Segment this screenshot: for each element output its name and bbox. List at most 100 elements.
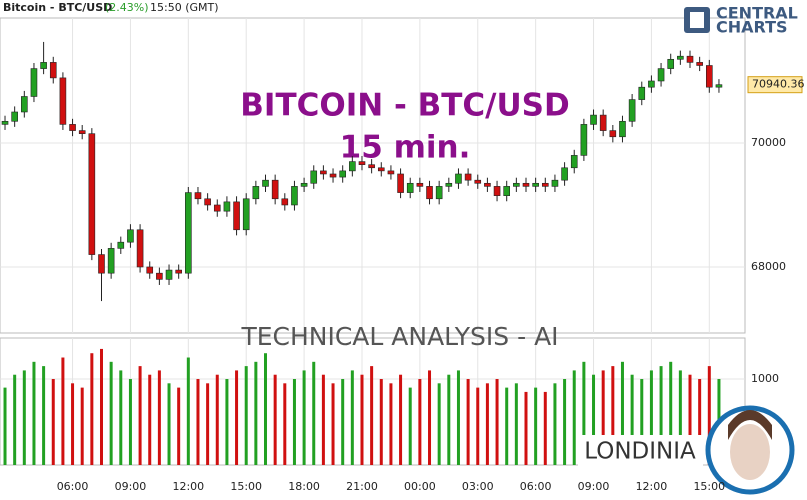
candle-body bbox=[107, 248, 115, 274]
candle-body bbox=[310, 170, 318, 184]
candle-body bbox=[541, 182, 549, 187]
volume-bar bbox=[466, 379, 470, 465]
x-tick-label: 06:00 bbox=[520, 480, 552, 493]
candle-body bbox=[300, 182, 308, 187]
volume-bar bbox=[437, 383, 441, 465]
volume-bar bbox=[138, 366, 142, 465]
volume-bar bbox=[505, 387, 509, 465]
candle-body bbox=[252, 186, 260, 200]
volume-bar bbox=[109, 361, 113, 465]
volume-bar bbox=[524, 391, 528, 465]
volume-bar bbox=[225, 379, 229, 465]
x-tick-label: 09:00 bbox=[578, 480, 610, 493]
volume-bar bbox=[283, 383, 287, 465]
candle-body bbox=[242, 198, 250, 231]
volume-bar bbox=[620, 361, 624, 465]
candle-body bbox=[667, 58, 675, 69]
volume-bar bbox=[177, 387, 181, 465]
volume-bar bbox=[572, 370, 576, 465]
time: 15:50 (GMT) bbox=[150, 1, 219, 14]
volume-bar bbox=[543, 391, 547, 465]
candle-body bbox=[146, 266, 154, 274]
volume-bar bbox=[389, 383, 393, 465]
candle-body bbox=[156, 272, 163, 280]
candle-body bbox=[397, 173, 404, 193]
watermark-title: BITCOIN - BTC/USD bbox=[240, 88, 569, 124]
volume-bar bbox=[273, 374, 277, 465]
candle-body bbox=[59, 77, 67, 125]
x-tick-label: 15:00 bbox=[693, 480, 725, 493]
volume-bar bbox=[707, 366, 711, 465]
candle-body bbox=[69, 124, 76, 131]
candle-body bbox=[88, 133, 96, 255]
candle-body bbox=[98, 254, 105, 274]
candle-body bbox=[320, 170, 327, 175]
candle-body bbox=[175, 269, 182, 274]
volume-bar bbox=[99, 348, 103, 465]
volume-bar bbox=[592, 374, 596, 465]
volume-bar bbox=[321, 374, 325, 465]
candle-body bbox=[377, 167, 385, 172]
candle-body bbox=[426, 186, 433, 200]
candle-body bbox=[561, 167, 568, 181]
candle-body bbox=[233, 201, 240, 231]
volume-bar bbox=[379, 379, 383, 465]
candle-body bbox=[619, 120, 626, 138]
volume-bar bbox=[312, 361, 316, 465]
logo: CENTRAL CHARTS bbox=[684, 4, 798, 37]
candle-body bbox=[291, 186, 298, 206]
y-tick-label: 70000 bbox=[751, 136, 786, 149]
candle-body bbox=[339, 170, 346, 178]
candle-body bbox=[136, 229, 144, 268]
volume-bar bbox=[563, 379, 567, 465]
y-tick-label: 1000 bbox=[751, 372, 779, 385]
volume-bar bbox=[649, 370, 653, 465]
volume-bar bbox=[418, 379, 422, 465]
volume-bar bbox=[553, 383, 557, 465]
volume-bar bbox=[640, 379, 644, 465]
candle-body bbox=[185, 192, 192, 274]
candle-body bbox=[551, 179, 559, 187]
candle-body bbox=[213, 204, 221, 212]
volume-bar bbox=[167, 383, 171, 465]
volume-bar bbox=[582, 361, 586, 465]
symbol: Bitcoin - BTC/USD bbox=[3, 1, 112, 14]
candle-body bbox=[368, 164, 375, 169]
volume-bar bbox=[669, 361, 673, 465]
volume-bar bbox=[3, 387, 7, 465]
candle-body bbox=[204, 198, 211, 206]
avatar-hair bbox=[728, 410, 772, 440]
candle-body bbox=[49, 62, 57, 79]
candle-body bbox=[696, 62, 703, 66]
volume-bar bbox=[254, 361, 258, 465]
brand: LONDINIA bbox=[584, 439, 696, 465]
volume-bar bbox=[630, 374, 634, 465]
y-tick-label: 68000 bbox=[751, 260, 786, 273]
volume-bar bbox=[370, 366, 374, 465]
logo-text: CENTRAL bbox=[716, 4, 798, 23]
volume-bar bbox=[119, 370, 123, 465]
candle-body bbox=[127, 229, 134, 243]
candle-body bbox=[406, 182, 414, 193]
x-tick-label: 12:00 bbox=[636, 480, 668, 493]
candle-body bbox=[21, 96, 28, 113]
volume-bar bbox=[42, 366, 46, 465]
candle-body bbox=[329, 173, 337, 178]
candle-body bbox=[262, 179, 269, 187]
volume-bar bbox=[678, 370, 682, 465]
candle-body bbox=[657, 68, 665, 82]
volume-bar bbox=[51, 379, 55, 465]
volume-bar bbox=[698, 379, 702, 465]
volume-bar bbox=[264, 353, 268, 465]
change: (2.43%) bbox=[105, 1, 149, 14]
candle-body bbox=[628, 99, 636, 122]
candle-body bbox=[474, 179, 482, 184]
volume-bar bbox=[534, 387, 538, 465]
volume-bar bbox=[235, 370, 239, 465]
volume-bar bbox=[350, 370, 354, 465]
volume-bar bbox=[302, 370, 306, 465]
volume-bar bbox=[71, 383, 75, 465]
candle-body bbox=[387, 170, 395, 175]
